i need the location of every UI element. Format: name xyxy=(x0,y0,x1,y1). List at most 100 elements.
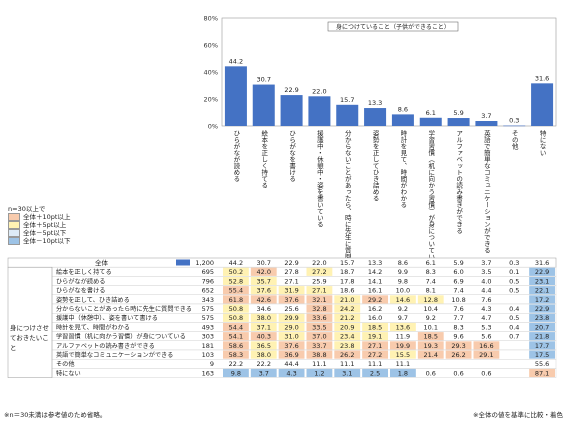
highlight-cell xyxy=(445,350,472,359)
cell-value: 8.3 xyxy=(426,268,436,276)
bar xyxy=(224,66,247,126)
cell-value: 7.6 xyxy=(453,305,463,313)
highlight-cell xyxy=(334,350,361,359)
cell-value: 14.1 xyxy=(368,277,382,285)
total-value: 44.2 xyxy=(229,259,243,267)
highlight-cell xyxy=(417,332,444,341)
highlight-cell xyxy=(529,286,555,295)
total-value: 0.3 xyxy=(509,259,519,267)
highlight-cell xyxy=(250,368,277,378)
highlight-cell xyxy=(250,332,277,341)
cell-value: 23.8 xyxy=(340,342,354,350)
highlight-cell xyxy=(390,368,416,378)
category-label: 分からないことがあったら、時に先生に質問できる xyxy=(343,129,351,280)
cell-value: 18.5 xyxy=(424,333,438,341)
legend-swatch xyxy=(8,213,20,221)
cell-value: 6.9 xyxy=(453,277,463,285)
legend-title: n=30以上で xyxy=(8,205,46,213)
row-label: 時計を見て、時間がわかる xyxy=(56,323,130,331)
highlight-cell xyxy=(223,368,249,378)
cell-value: 0.4 xyxy=(509,305,519,313)
highlight-cell xyxy=(334,295,361,304)
cell-value: 37.6 xyxy=(284,296,298,304)
highlight-cell xyxy=(306,286,333,295)
cell-value: 10.1 xyxy=(424,323,438,331)
y-tick-label: 60% xyxy=(204,42,218,50)
cell-value: 17.2 xyxy=(535,296,549,304)
chart-title: 身につけていること（子供ができること） xyxy=(336,23,450,31)
row-n: 695 xyxy=(202,268,214,276)
row-label: ひらがなが読める xyxy=(56,277,106,285)
footer-right: ※全体の値を基準に比較・着色 xyxy=(473,411,563,419)
highlight-cell xyxy=(278,350,305,359)
bar xyxy=(336,104,359,126)
category-label: その他 xyxy=(510,130,518,151)
cell-value: 20.7 xyxy=(535,323,549,331)
total-swatch xyxy=(176,259,190,266)
cell-value: 0.5 xyxy=(509,314,519,322)
legend-item: 全体－10pt以下 xyxy=(8,237,198,245)
row-label: 絵本を正しく持てる xyxy=(56,268,112,276)
bar-value-label: 31.6 xyxy=(535,74,549,82)
cell-value: 4.0 xyxy=(481,277,491,285)
highlight-cell xyxy=(362,368,388,378)
cell-value: 11.9 xyxy=(396,333,410,341)
row-n: 103 xyxy=(202,351,214,359)
row-n: 652 xyxy=(202,287,214,295)
legend-label: 全体＋10pt以上 xyxy=(23,213,71,221)
cell-value: 16.2 xyxy=(368,305,382,313)
highlight-cell xyxy=(306,332,333,341)
highlight-cell xyxy=(473,341,500,350)
footer-left: ※n＝30未満は参考値のため省略。 xyxy=(4,411,107,419)
y-tick-label: 80% xyxy=(204,15,218,23)
cell-value: 52.8 xyxy=(229,277,243,285)
cell-value: 10.4 xyxy=(424,305,438,313)
cell-value: 27.1 xyxy=(284,277,298,285)
total-value: 5.9 xyxy=(453,259,463,267)
cell-value: 4.3 xyxy=(481,305,491,313)
cell-value: 32.8 xyxy=(312,305,326,313)
highlight-cell xyxy=(529,304,555,313)
legend-label: 全体－5pt以下 xyxy=(23,229,67,237)
highlight-cell xyxy=(334,322,361,332)
cell-value: 27.8 xyxy=(284,268,298,276)
highlight-cell xyxy=(529,267,555,276)
highlight-cell xyxy=(223,313,249,322)
bar xyxy=(308,96,331,126)
cell-value: 11.1 xyxy=(368,360,382,368)
total-value: 31.6 xyxy=(535,259,549,267)
row-label: ひらがなを書ける xyxy=(56,287,106,295)
highlight-cell xyxy=(529,332,555,341)
bar xyxy=(419,117,442,126)
bar-value-label: 6.1 xyxy=(426,109,436,117)
total-value: 6.1 xyxy=(426,259,436,267)
highlight-cell xyxy=(223,295,249,304)
cell-value: 50.8 xyxy=(229,314,243,322)
cell-value: 50.8 xyxy=(229,305,243,313)
cell-value: 21.4 xyxy=(424,351,438,359)
highlight-cell xyxy=(417,341,444,350)
highlight-cell xyxy=(362,295,388,304)
bar-value-label: 8.6 xyxy=(398,105,408,113)
y-tick-label: 40% xyxy=(204,69,218,77)
total-value: 30.7 xyxy=(257,259,271,267)
cell-value: 18.6 xyxy=(340,287,354,295)
highlight-cell xyxy=(223,304,249,313)
cell-value: 54.4 xyxy=(229,323,243,331)
row-n: 9 xyxy=(210,360,214,368)
cell-value: 17.8 xyxy=(340,277,354,285)
cell-value: 13.6 xyxy=(396,323,410,331)
highlight-cell xyxy=(278,341,305,350)
highlight-cell xyxy=(250,322,277,332)
legend-swatch xyxy=(8,221,20,229)
row-n: 575 xyxy=(202,314,214,322)
bar-value-label: 30.7 xyxy=(257,76,271,84)
cell-value: 36.9 xyxy=(284,351,298,359)
cell-value: 27.2 xyxy=(368,351,382,359)
cell-value: 25.6 xyxy=(284,305,298,313)
row-n: 575 xyxy=(202,305,214,313)
legend-item: 全体＋5pt以上 xyxy=(8,221,198,229)
row-n: 796 xyxy=(202,277,214,285)
cell-value: 18.5 xyxy=(368,323,382,331)
category-label: 英語で簡単なコミュニケーションができる xyxy=(482,129,490,254)
